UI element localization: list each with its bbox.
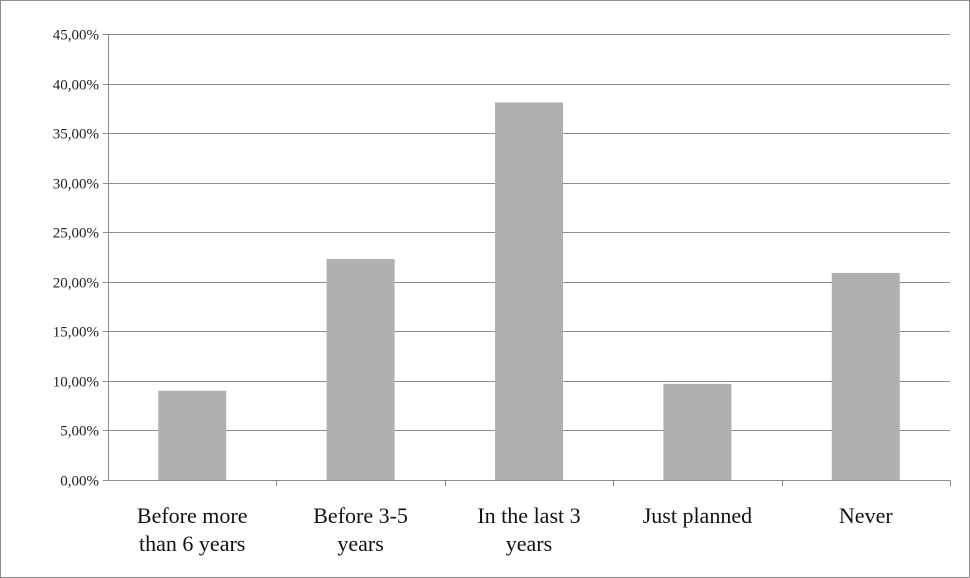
bar [831, 272, 900, 480]
y-tick-label: 0,00% [60, 474, 99, 490]
bar [326, 259, 395, 480]
x-tick-label: Before more than 6 years [137, 503, 248, 556]
y-tick-label: 25,00% [53, 226, 99, 242]
x-tick-label: Just planned [643, 503, 752, 528]
bar [158, 390, 227, 480]
y-tick-label: 5,00% [60, 424, 99, 440]
y-tick-label: 40,00% [53, 78, 99, 94]
x-tick-label: Before 3-5 years [313, 503, 408, 556]
bar [495, 102, 563, 481]
y-tick-label: 35,00% [53, 127, 99, 143]
x-tick-label: In the last 3 years [477, 503, 580, 556]
y-tick-label: 10,00% [53, 375, 99, 391]
x-tick-label: Never [839, 503, 893, 528]
y-tick-label: 30,00% [53, 177, 99, 193]
bar [663, 383, 732, 480]
y-tick-label: 15,00% [53, 325, 99, 341]
y-tick-label: 45,00% [53, 28, 99, 44]
y-tick-label: 20,00% [53, 276, 99, 292]
